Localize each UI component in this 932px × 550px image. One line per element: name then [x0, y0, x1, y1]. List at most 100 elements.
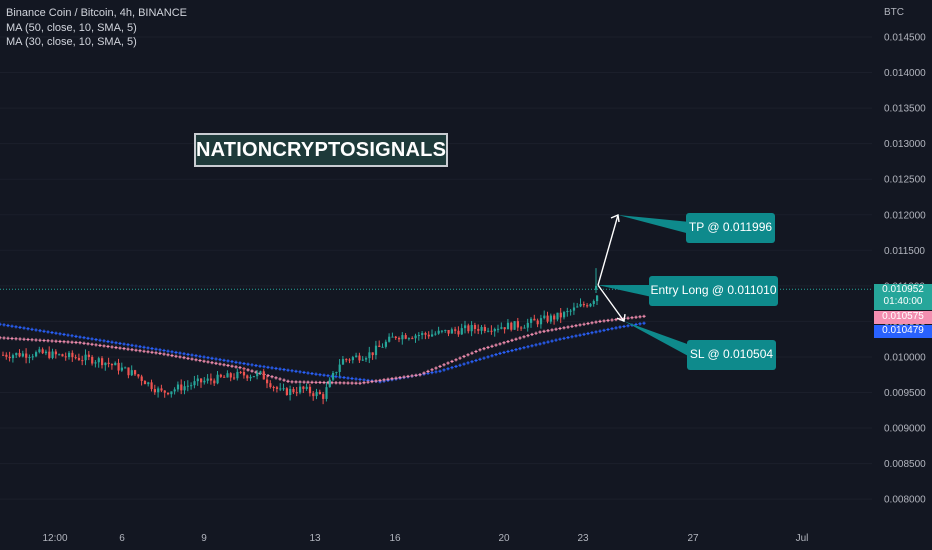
ma-pink-point: [278, 377, 282, 381]
candle-body: [559, 312, 562, 318]
ma-pink-point: [414, 373, 418, 377]
ma-pink-point: [330, 381, 334, 385]
candle-body: [305, 386, 308, 389]
ma-blue-point: [126, 343, 130, 347]
ma-pink-point: [58, 339, 62, 344]
ma-blue-point: [102, 339, 106, 343]
ma-pink-point: [554, 327, 558, 331]
ma-blue-point: [86, 336, 90, 340]
ma-blue-point: [542, 341, 546, 345]
ma-blue-point: [498, 351, 502, 355]
ma-pink-point: [630, 316, 634, 320]
candle-body: [15, 352, 18, 356]
candle-body: [523, 327, 526, 329]
candle-body: [556, 312, 559, 320]
candle-body: [150, 382, 153, 390]
ma-pink-point: [6, 336, 10, 340]
candle-body: [497, 328, 500, 330]
ma-blue-point: [486, 355, 490, 359]
ma-pink-point: [66, 340, 70, 344]
ma-pink-point: [514, 337, 518, 341]
candle-body: [68, 352, 71, 358]
ma-pink-point: [346, 381, 350, 385]
ma-blue-point: [594, 330, 598, 334]
ma30-label: MA (30, close, 10, SMA, 5): [6, 36, 137, 48]
ma-pink-point: [578, 323, 582, 327]
ma-blue-point: [642, 321, 646, 325]
candle-body: [384, 341, 387, 347]
ma-pink-point: [202, 359, 206, 363]
ma-pink-point: [422, 371, 426, 375]
ma-pink-point: [50, 339, 54, 343]
ma-blue-point: [570, 335, 574, 339]
candle-body: [483, 326, 486, 332]
ma-pink-point: [126, 347, 130, 351]
candle-body: [595, 285, 598, 290]
ma-blue-point: [30, 327, 34, 331]
ma-pink-point: [494, 343, 498, 347]
ma-blue-point: [2, 323, 6, 327]
watermark-banner: NATIONCRYPTOSIGNALS: [194, 133, 448, 167]
ma-pink-point: [206, 360, 210, 364]
ma-blue-point: [14, 325, 18, 329]
candle-body: [338, 364, 341, 372]
ma-pink-point: [118, 346, 122, 350]
candle-body: [582, 304, 585, 306]
ma-pink-point: [586, 321, 590, 326]
ma-pink-point: [358, 381, 362, 385]
tp-callout: TP @ 0.011996: [686, 213, 775, 243]
candle-body: [81, 360, 84, 362]
ma-blue-point: [222, 358, 226, 362]
ma-blue-point: [122, 342, 126, 346]
ma-pink-point: [282, 378, 286, 382]
ma-blue-point: [550, 339, 554, 343]
ma-pink-point: [626, 316, 630, 320]
price-axis: 0.014500 0.014000 0.013500 0.013000 0.012500…: [884, 33, 926, 506]
ma-blue-point: [158, 348, 162, 352]
ma-blue-point: [274, 366, 278, 371]
candle-body: [143, 381, 147, 385]
ma-pink-point: [30, 338, 34, 342]
candle-body: [566, 310, 569, 313]
ma-pink-point: [634, 315, 638, 319]
candle-body: [371, 352, 374, 356]
candle-body: [114, 362, 117, 366]
y-tick-label: 0.014500: [884, 33, 926, 44]
candle-body: [404, 335, 407, 339]
ma-blue-point: [142, 345, 146, 349]
ma-pink-point: [270, 375, 274, 379]
trade-arrows: [597, 214, 690, 357]
x-tick-label: 23: [577, 533, 589, 544]
ma-pink-point: [390, 377, 394, 381]
candle-body: [589, 303, 592, 307]
ma-pink-point: [138, 349, 142, 353]
ma-blue-point: [74, 334, 78, 339]
ma-blue-point: [534, 343, 538, 347]
ma-pink-point: [78, 341, 82, 345]
ma-blue-point: [506, 349, 510, 354]
candle-body: [510, 322, 513, 330]
candle-body: [365, 358, 368, 360]
candle-body: [18, 352, 21, 357]
ma-blue-point: [530, 344, 534, 348]
ma-blue-point: [194, 354, 198, 358]
ma-pink-point: [398, 375, 402, 380]
candle-body: [315, 391, 318, 397]
ma-pink-point: [54, 339, 58, 343]
ma-pink-point: [166, 353, 170, 357]
ma-blue-point: [178, 351, 182, 355]
candle-body: [259, 371, 262, 373]
ma-pink-point: [38, 338, 42, 342]
ma-blue-point: [246, 362, 250, 366]
ma-blue-point: [346, 376, 350, 380]
ma-pink-point: [290, 380, 294, 384]
candle-body: [312, 393, 315, 397]
candle-body: [506, 322, 510, 330]
ma-blue-point: [258, 364, 262, 368]
ma-pink-point: [598, 319, 602, 323]
candle-body: [368, 352, 371, 359]
candle-body: [275, 387, 279, 389]
ma-pink-point: [234, 365, 238, 369]
ma-pink-point: [170, 353, 174, 358]
